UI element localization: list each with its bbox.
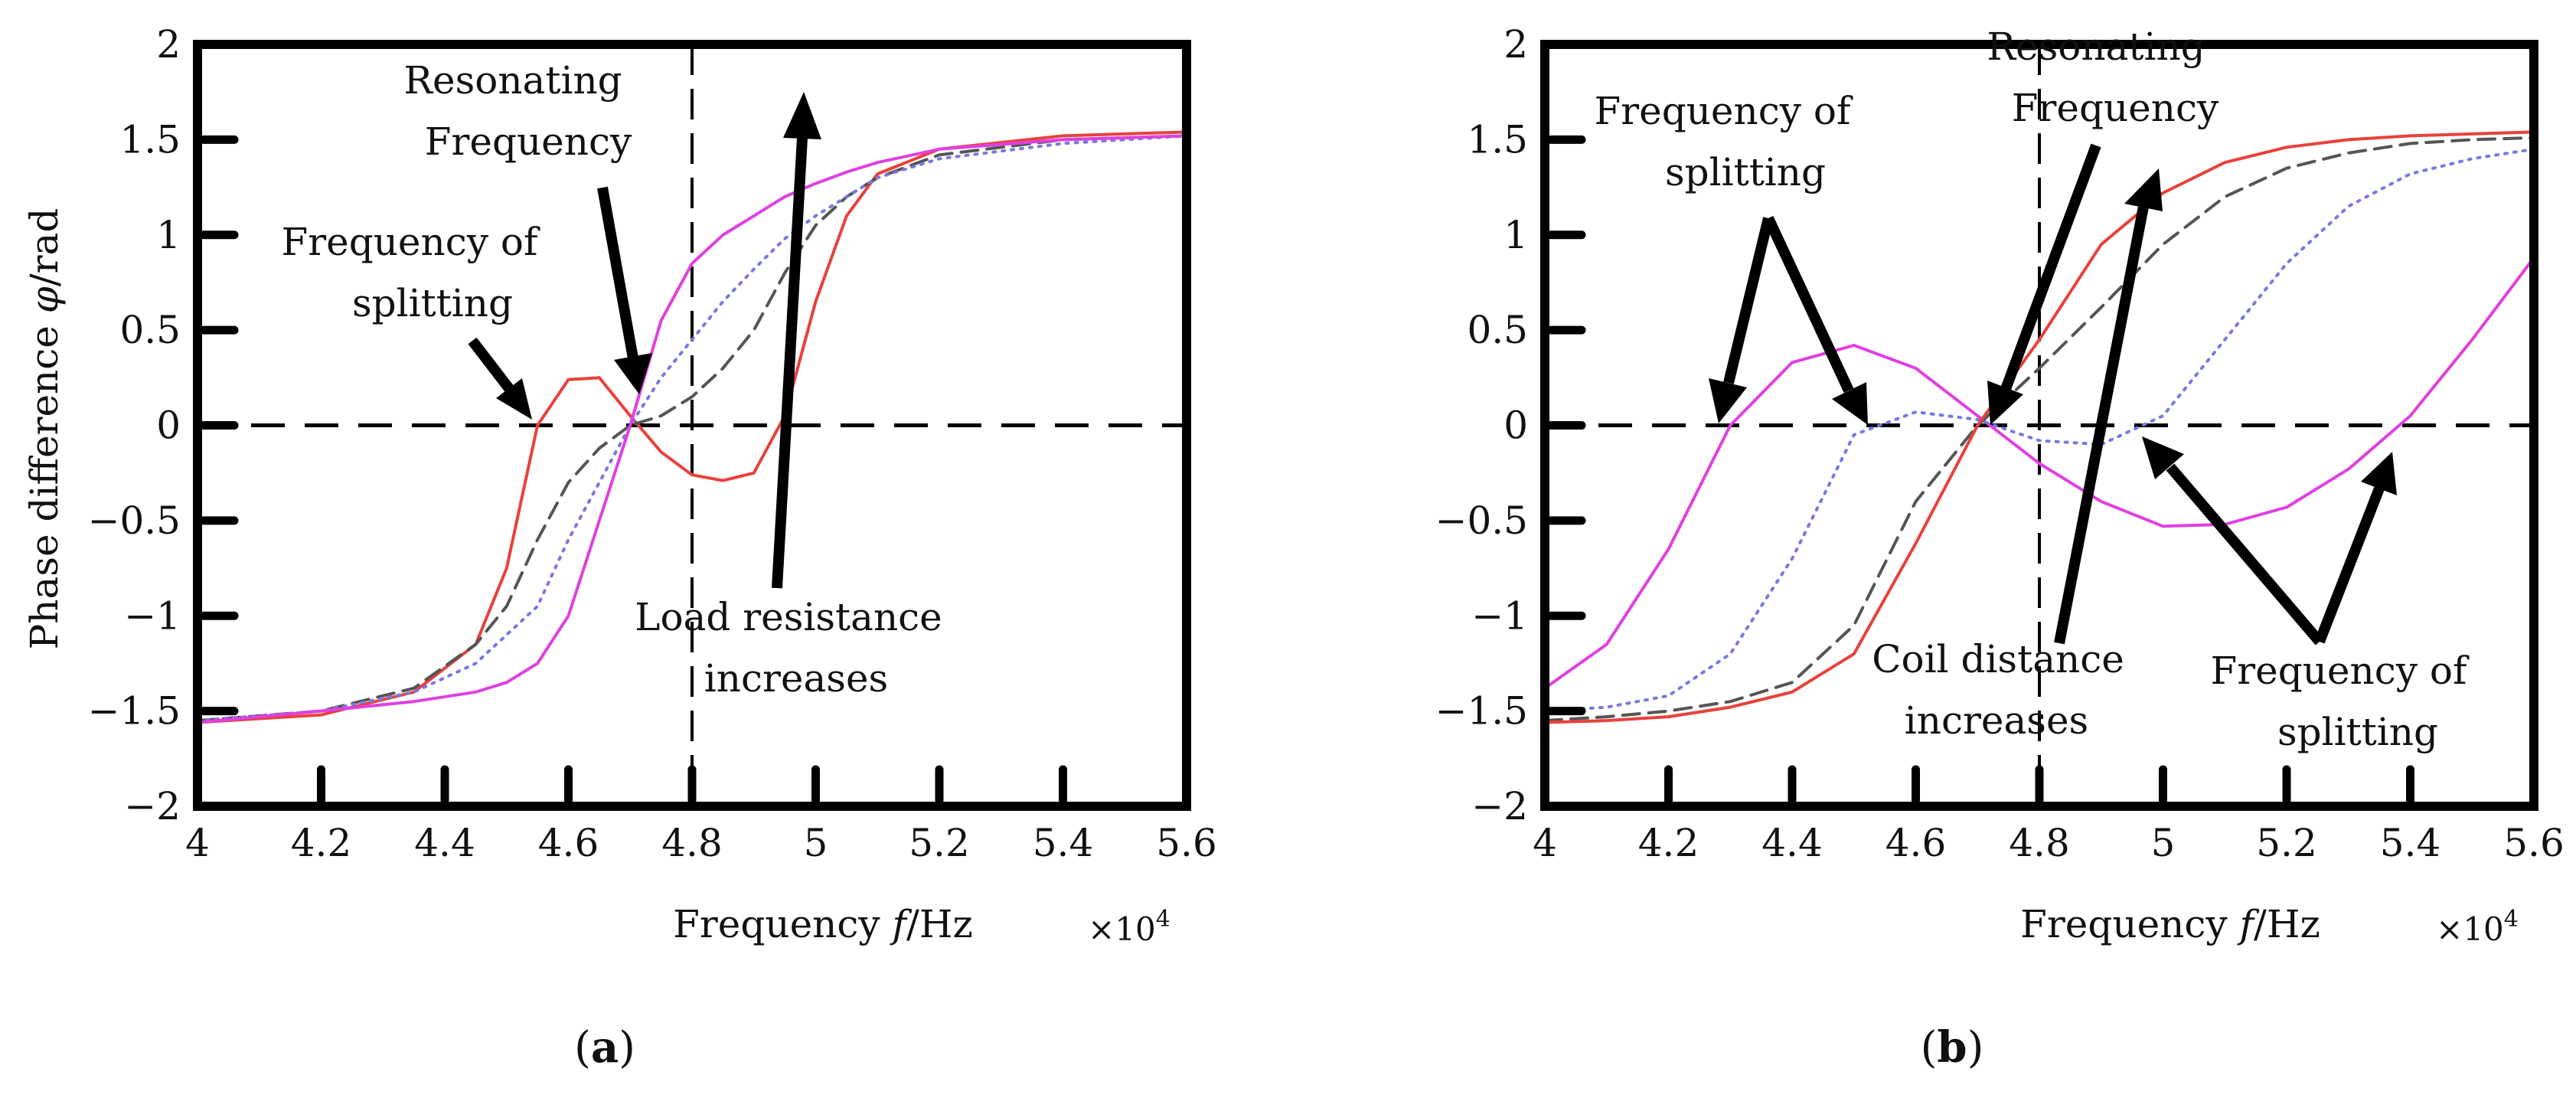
- x-tick-label: 5.2: [909, 821, 970, 865]
- y-tick-label: 1: [1503, 213, 1528, 257]
- plot-frame-a: [193, 40, 1191, 811]
- annotation-split-left-line2: splitting: [1665, 150, 1826, 194]
- y-tick-label: −0.5: [1435, 498, 1528, 543]
- x-tick-label: 4.2: [291, 821, 352, 865]
- annotation-split-left-line1: Frequency of: [1595, 89, 1853, 133]
- arrow-load-increase: [772, 92, 821, 589]
- x-tick-label: 5: [804, 821, 828, 865]
- y-tick-label: 0.5: [119, 308, 181, 352]
- annotation-resonating-b-line2: Frequency: [2012, 86, 2219, 130]
- y-tick-label: −1: [124, 593, 181, 638]
- x-tick-label: 4.8: [2009, 821, 2070, 865]
- x-tick-label: 4.2: [1638, 821, 1699, 865]
- y-axis-title-a: Phase difference φ/rad: [22, 208, 67, 650]
- y-tick-label: 2: [156, 22, 181, 67]
- y-tick-label: 0: [156, 404, 181, 448]
- x-tick-label: 4.6: [1885, 821, 1947, 865]
- annotation-split-right-line1: Frequency of: [2211, 649, 2470, 693]
- y-tick-label: −0.5: [88, 498, 181, 543]
- x-tick-label: 5.4: [2380, 821, 2441, 865]
- annotation-splitting-line1: Frequency of: [282, 220, 540, 264]
- arrow-split-left-1: [1709, 217, 1774, 423]
- x-tick-label: 5.6: [2503, 821, 2565, 865]
- series-line-no-split-a: [196, 134, 1188, 724]
- y-tick-label: 1.5: [1467, 117, 1528, 162]
- chart-panel-a: 4 4.2 4.4 4.6 4.8 5 5.2 5.4 5.6 2 1.5 1 0.5 0 −0.5 −1 −1…: [22, 22, 1217, 1073]
- plot-frame-b: [1540, 40, 2538, 811]
- x-tick-label: 5: [2151, 821, 2176, 865]
- y-tick-label: 1.5: [119, 117, 181, 162]
- x-tick-label: 5.4: [1033, 821, 1094, 865]
- arrow-split-right-2: [2314, 452, 2397, 644]
- annotation-split-right-line2: splitting: [2277, 710, 2438, 754]
- arrow-split-right-1: [2142, 436, 2324, 645]
- arrow-coil-increase: [2054, 168, 2163, 645]
- x-tick-label: 4.4: [1761, 821, 1823, 865]
- y-tick-label: −1.5: [1435, 689, 1528, 734]
- y-tick-label: 2: [1503, 22, 1528, 67]
- x-tick-label: 4: [185, 821, 210, 865]
- x-tick-label: 5.6: [1156, 821, 1217, 865]
- x-tick-label: 4.8: [661, 821, 723, 865]
- annotation-coil-line1: Coil distance: [1872, 637, 2124, 681]
- x-tick-label: 4.6: [538, 821, 599, 865]
- chart-panel-b: 4 4.2 4.4 4.6 4.8 5 5.2 5.4 5.6 2 1.5 1 0.5 0 −0.5 −1 −1…: [1435, 22, 2565, 1073]
- x-tick-label: 4: [1533, 821, 1557, 865]
- arrow-resonating: [597, 186, 652, 394]
- y-tick-label: −1.5: [88, 689, 181, 734]
- x-tick-label: 5.2: [2256, 821, 2317, 865]
- y-tick-label: 1: [156, 213, 181, 257]
- x-axis-title-a: Frequency f/Hz: [673, 902, 973, 946]
- x-multiplier-a: ×104: [1088, 906, 1170, 948]
- x-tick-label: 4.4: [414, 821, 475, 865]
- annotation-load-line2: increases: [704, 656, 888, 701]
- series-line-mid-far-b: [1543, 136, 2535, 723]
- y-tick-label: 0: [1503, 404, 1528, 448]
- panel-label-b: (b): [1921, 1022, 1984, 1073]
- y-tick-label: 0.5: [1467, 308, 1528, 352]
- x-multiplier-b: ×104: [2436, 906, 2519, 948]
- series-line-near-b: [1543, 256, 2535, 690]
- annotation-load-line1: Load resistance: [635, 595, 942, 639]
- y-tick-label: −2: [1471, 784, 1528, 828]
- panel-label-a: (a): [574, 1022, 635, 1073]
- x-axis-title-b: Frequency f/Hz: [2020, 902, 2320, 946]
- annotation-resonating-line1: Resonating: [403, 58, 622, 103]
- series-line-mid-near-b: [1543, 147, 2535, 713]
- annotation-coil-line2: increases: [1905, 698, 2088, 743]
- arrow-split-left-2: [1763, 216, 1868, 425]
- y-tick-label: −2: [124, 784, 181, 828]
- arrow-resonating-b: [1987, 143, 2101, 425]
- annotation-resonating-b-line1: Resonating: [1987, 25, 2205, 69]
- y-tick-label: −1: [1471, 593, 1528, 638]
- series-line-split-weak-a: [196, 134, 1188, 723]
- arrow-splitting: [468, 337, 532, 420]
- annotation-splitting-line2: splitting: [352, 281, 513, 325]
- annotation-resonating-line2: Frequency: [425, 119, 632, 164]
- series-line-far-b: [1543, 130, 2535, 724]
